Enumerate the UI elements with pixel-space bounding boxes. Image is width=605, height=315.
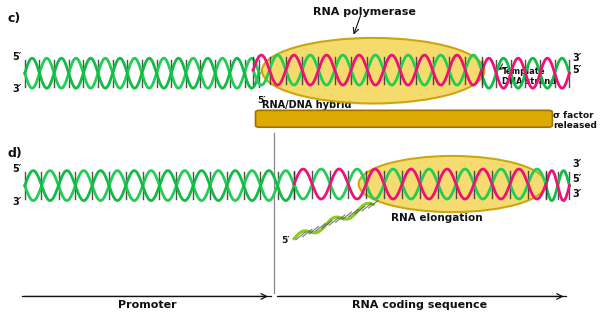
Text: 5′: 5′ <box>13 164 22 174</box>
Ellipse shape <box>262 38 485 104</box>
Text: d): d) <box>7 146 22 160</box>
Text: RNA elongation: RNA elongation <box>391 213 482 223</box>
Text: 3′: 3′ <box>13 197 22 207</box>
FancyBboxPatch shape <box>255 110 552 127</box>
Text: 5′: 5′ <box>572 65 581 75</box>
Text: 5′: 5′ <box>13 52 22 62</box>
Ellipse shape <box>359 156 546 212</box>
Text: RNA polymerase: RNA polymerase <box>313 7 416 17</box>
Text: c): c) <box>7 12 21 25</box>
Text: 5′: 5′ <box>258 96 266 105</box>
Text: 3′: 3′ <box>572 159 581 169</box>
Text: 3′: 3′ <box>572 189 581 199</box>
Text: 3′: 3′ <box>13 84 22 94</box>
Text: 3′: 3′ <box>379 73 388 83</box>
Text: 5′: 5′ <box>281 236 289 245</box>
Text: RNA/DNA hybrid: RNA/DNA hybrid <box>262 100 352 110</box>
Text: Promoter: Promoter <box>119 300 177 310</box>
Text: 5′: 5′ <box>572 174 581 184</box>
Text: σ factor
released: σ factor released <box>553 111 597 130</box>
Text: 3′: 3′ <box>572 53 581 63</box>
Text: Template
DNA strand: Template DNA strand <box>502 67 556 86</box>
Text: RNA coding sequence: RNA coding sequence <box>353 300 488 310</box>
